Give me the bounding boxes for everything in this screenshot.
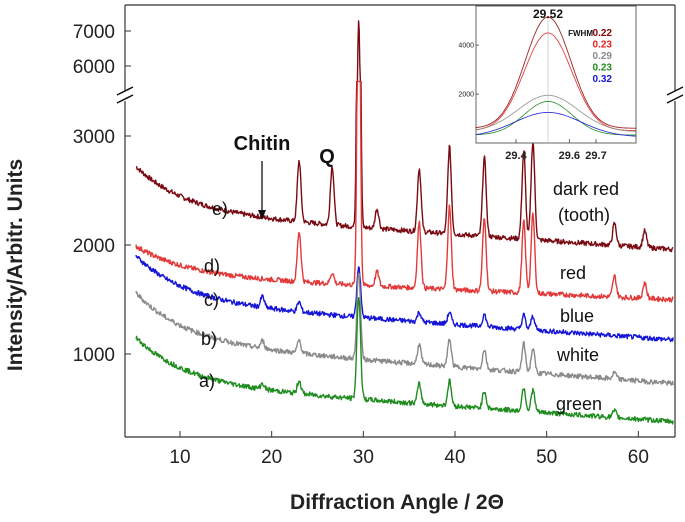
inset-x-tick-label-1: 29.6	[559, 150, 580, 162]
inset-x-tick-label-2: 29.7	[585, 150, 606, 162]
axis-break-mark-right-a	[666, 86, 684, 96]
x-tick-label-30: 30	[353, 447, 374, 468]
y-axis: 1000 2000 3000 6000 7000	[73, 22, 131, 366]
axis-break-mark-left-a	[116, 86, 134, 96]
series-letter-c: c)	[204, 290, 219, 310]
x-tick-label-20: 20	[261, 447, 282, 468]
inset-x-tick-label-0: 29.4	[505, 150, 527, 162]
series-label-e: dark red	[553, 179, 619, 199]
x-axis: 10 20 30 40 50 60	[169, 431, 649, 468]
y-tick-label-6000: 6000	[73, 57, 115, 78]
inset-fwhm-value-3: 0.23	[593, 63, 613, 74]
inset-fwhm-value-1: 0.23	[593, 40, 613, 51]
inset-y-tick-label-1: 4000	[458, 43, 474, 50]
series-layer	[135, 20, 674, 425]
x-axis-title: Diffraction Angle / 2Θ	[290, 491, 504, 514]
x-tick-label-60: 60	[628, 447, 649, 468]
series-label-d: red	[560, 263, 586, 283]
inset-fwhm-label: FWHM	[568, 29, 593, 38]
chitin-arrow-head	[258, 210, 266, 220]
series-letter-a: a)	[199, 371, 215, 391]
series-line-d	[135, 80, 674, 303]
series-letter-d: d)	[204, 256, 220, 276]
series-label-b: white	[556, 345, 599, 365]
series-line-e	[135, 20, 674, 253]
y-tick-label-3000: 3000	[73, 127, 115, 148]
series-line-a	[135, 297, 674, 425]
series-label-a: green	[556, 394, 602, 414]
y-tick-label-1000: 1000	[73, 345, 115, 366]
series-line-b	[135, 272, 674, 386]
x-tick-label-40: 40	[444, 447, 465, 468]
series-sublabel-e: (tooth)	[558, 205, 610, 225]
axis-break-mark-left-b	[116, 94, 134, 104]
inset-y-tick-label-0: 2000	[458, 92, 474, 99]
y-axis-title: Intensity/Arbitr. Units	[4, 159, 27, 371]
inset-curve-0	[475, 16, 637, 129]
inset-fwhm-value-0: 0.22	[593, 28, 613, 39]
inset-curve-3	[475, 100, 636, 136]
quartz-label: Q	[319, 146, 335, 168]
y-tick-label-7000: 7000	[73, 22, 115, 43]
series-line-c	[135, 254, 674, 343]
inset-curve-4	[475, 111, 637, 137]
inset-fwhm-value-4: 0.32	[593, 74, 613, 85]
series-letter-e: e)	[212, 199, 228, 219]
axis-break-mark-right-b	[666, 94, 684, 104]
x-tick-label-50: 50	[536, 447, 557, 468]
plot-frame	[116, 4, 684, 438]
inset-curve-2	[475, 94, 637, 132]
x-tick-label-10: 10	[169, 447, 190, 468]
series-letter-b: b)	[201, 329, 217, 349]
inset-fwhm-value-2: 0.29	[593, 51, 613, 62]
inset-peak-label: 29.52	[533, 7, 563, 21]
series-label-c: blue	[560, 306, 594, 326]
inset-frame	[475, 5, 637, 144]
y-tick-label-2000: 2000	[73, 236, 115, 257]
chitin-label: Chitin	[234, 133, 291, 155]
